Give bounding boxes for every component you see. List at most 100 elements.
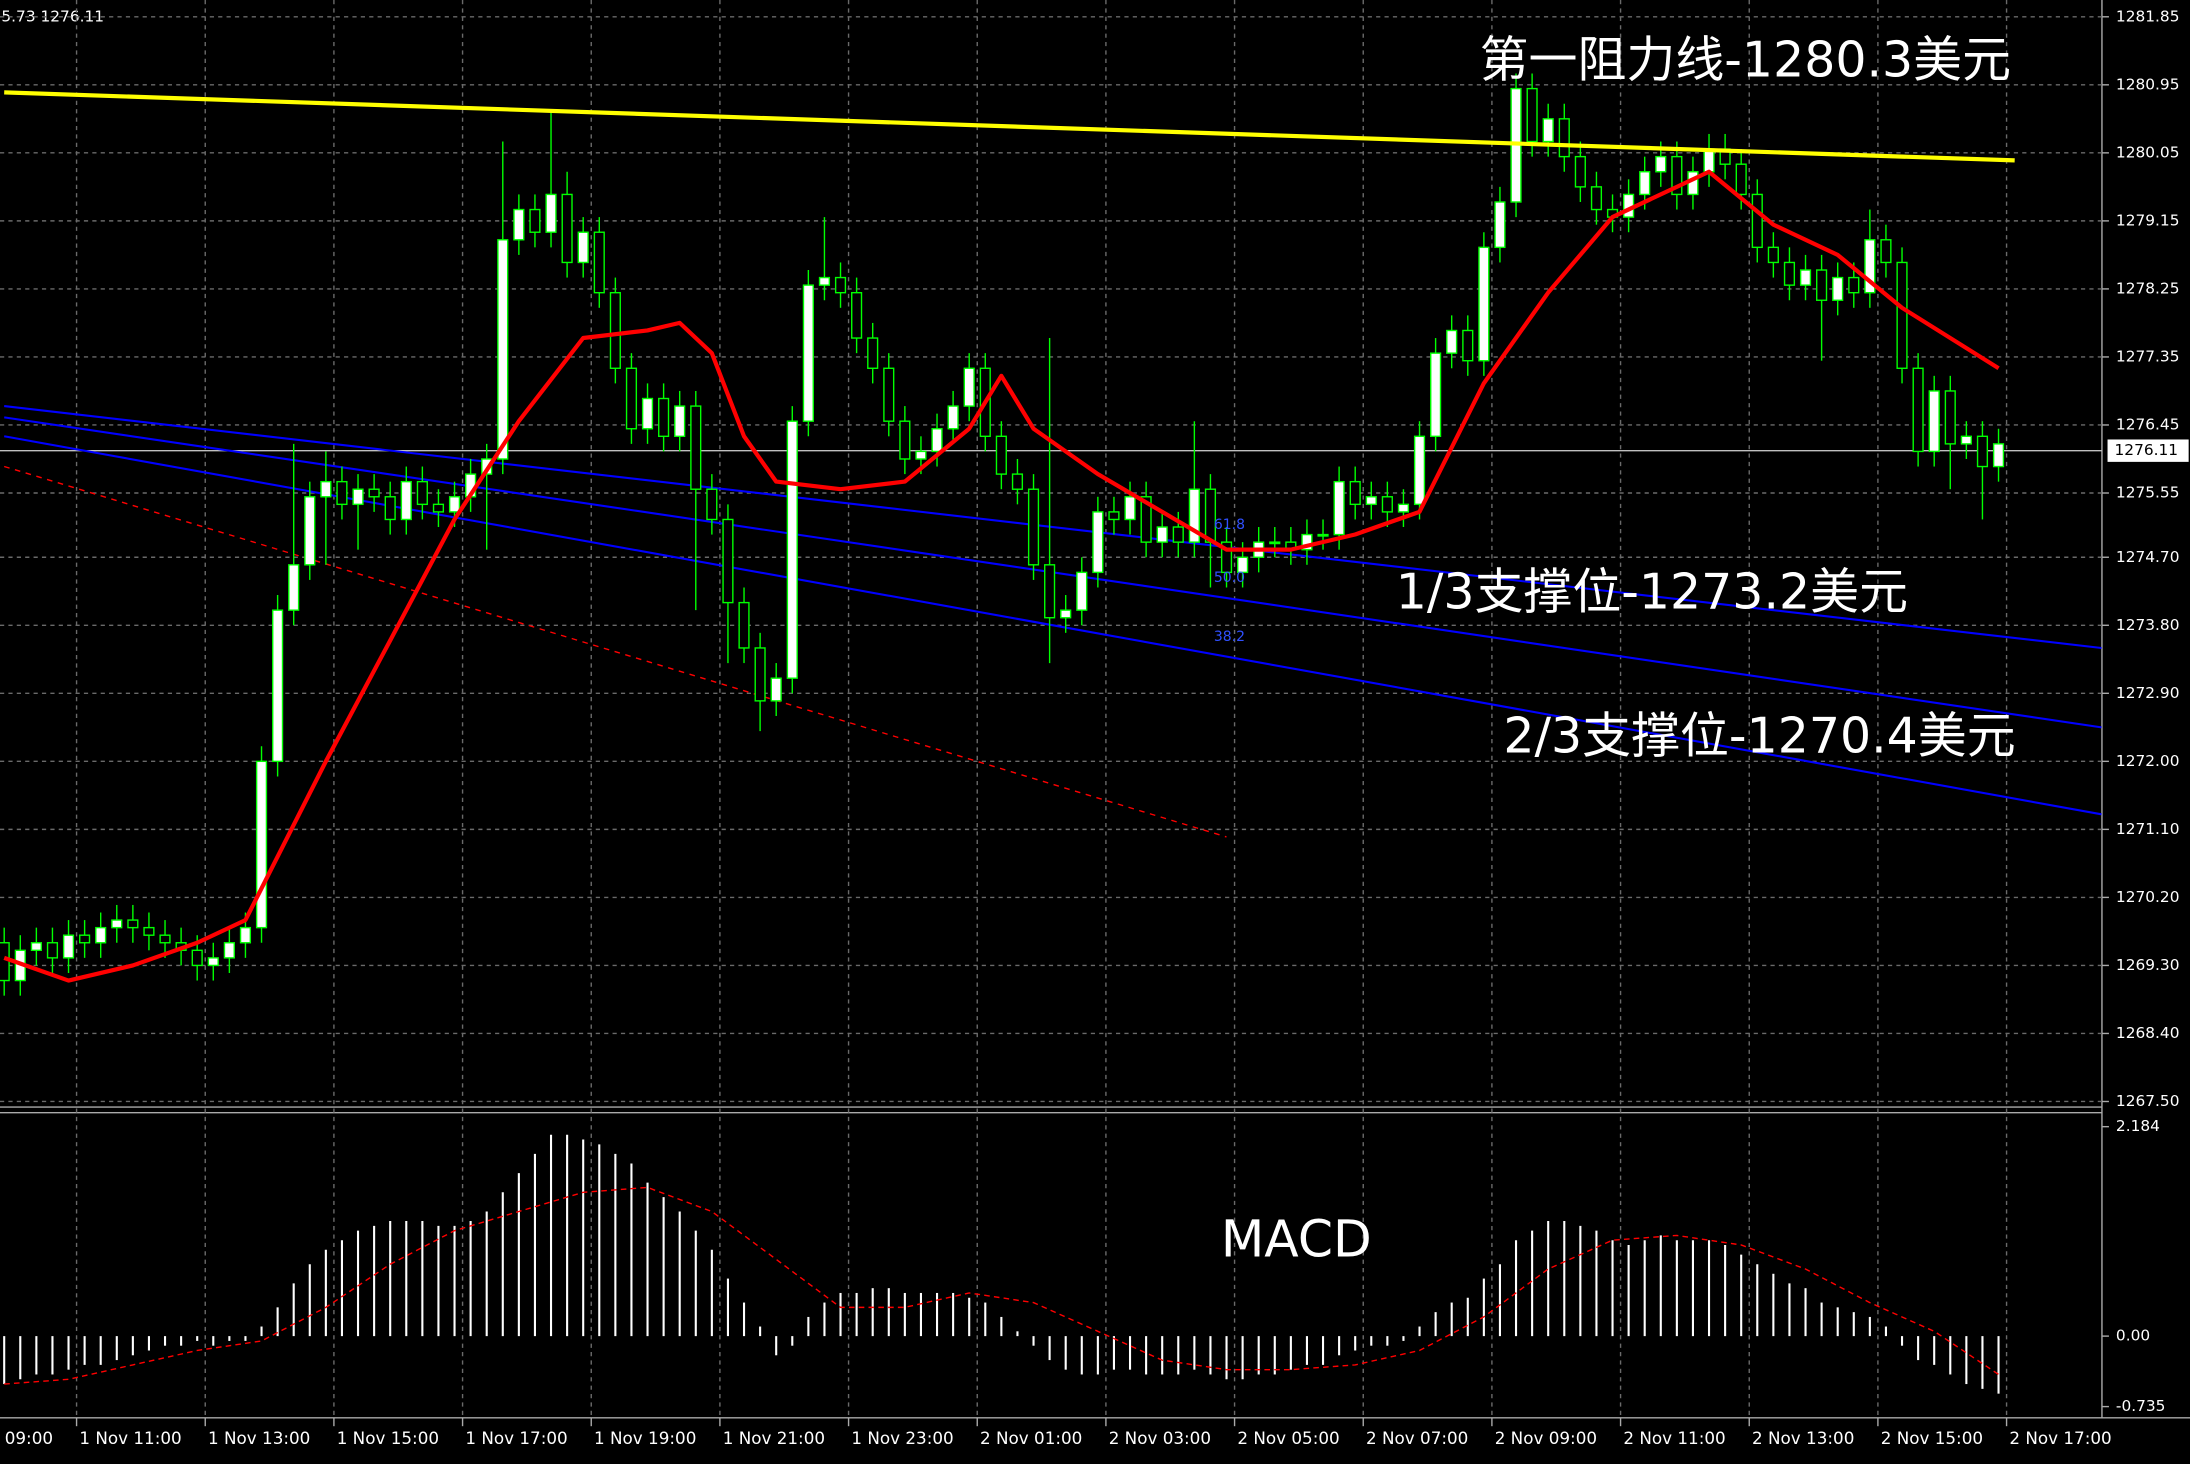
candle-body (1783, 261, 1796, 286)
overlay-line (4, 90, 2015, 163)
candle-body (658, 397, 670, 438)
candle-body (722, 518, 734, 604)
candle-body (255, 760, 268, 929)
candle-body (272, 609, 284, 763)
signal-line (4, 1186, 1999, 1385)
candle-body (1944, 390, 1956, 445)
y-tick-label: 1279.15 (2116, 211, 2180, 229)
candle-body (1301, 533, 1313, 551)
candle-body (1976, 435, 1989, 468)
candle-body (1928, 390, 1940, 453)
y-tick-label: 2.184 (2116, 1117, 2160, 1135)
candle-body (497, 239, 509, 460)
candle-body (352, 488, 364, 506)
candle-body (931, 428, 943, 453)
annotation: 1/3支撑位-1273.2美元 (1396, 563, 1908, 620)
candle-body (706, 488, 718, 521)
candle-body (1140, 496, 1152, 543)
x-tick-label: 2 Nov 13:00 (1752, 1428, 1854, 1448)
candle-body (1526, 87, 1538, 143)
candle-body (690, 405, 702, 490)
x-tick-label: 2 Nov 07:00 (1366, 1428, 1468, 1448)
fib-label: 38.2 (1214, 629, 1245, 645)
candle-body (867, 337, 879, 369)
y-tick-label: 1277.35 (2116, 347, 2180, 365)
indicator-title: MACD (1221, 1209, 1372, 1268)
candle-body (1060, 609, 1072, 619)
candle-body (1027, 488, 1040, 566)
candle-body (577, 231, 589, 264)
candle-body (0, 942, 10, 982)
y-tick-label: 1280.05 (2116, 143, 2180, 161)
candle-body (1188, 488, 1200, 543)
candle-body (593, 231, 605, 294)
candle-body (545, 193, 557, 233)
y-tick-label: 1272.90 (2116, 684, 2180, 702)
candle-body (1832, 276, 1844, 301)
candle-body (770, 677, 782, 702)
candle-body (336, 480, 348, 506)
candle-body (1076, 571, 1088, 611)
candle-body (1542, 118, 1554, 143)
candle-body (1703, 148, 1715, 173)
candle-body (818, 276, 831, 286)
candle-body (30, 942, 42, 952)
fib-label: 50.0 (1214, 570, 1245, 586)
candle-body (95, 926, 107, 944)
candle-body (1639, 171, 1651, 196)
candle-body (448, 496, 461, 513)
candle-body (1204, 488, 1217, 543)
candle-body (641, 397, 654, 430)
candle-body (1478, 246, 1490, 362)
candle-body (62, 934, 75, 959)
y-tick-label: 1273.80 (2116, 616, 2180, 634)
candle-body (159, 934, 171, 944)
candle-body (191, 949, 203, 967)
annotation: 第一阻力线-1280.3美元 (1480, 31, 2011, 88)
x-tick-label: 1 Nov 23:00 (851, 1428, 953, 1448)
overlay-line (3, 169, 2000, 983)
trend-line (3, 465, 1227, 838)
candle-body (1735, 163, 1747, 196)
candle-body (529, 208, 541, 233)
candle-body (368, 488, 380, 498)
candle-body (1333, 480, 1345, 536)
candle-body (1558, 118, 1570, 158)
candle-body (111, 919, 123, 929)
candle-body (513, 208, 525, 241)
candle-body (1172, 526, 1184, 543)
candle-body (883, 367, 895, 422)
candle-body (1848, 276, 1860, 294)
candle-body (384, 496, 396, 521)
candle-body (834, 276, 847, 294)
x-tick-label: 2 Nov 01:00 (980, 1428, 1082, 1448)
candle-body (738, 601, 750, 649)
x-tick-label: 2 Nov 11:00 (1623, 1428, 1725, 1448)
candle-body (915, 450, 927, 460)
candle-body (1446, 329, 1458, 354)
candle-body (46, 942, 59, 959)
candle-body (1462, 329, 1474, 362)
candle-body (1317, 533, 1329, 537)
candle-body (79, 934, 91, 944)
candle-body (1896, 261, 1908, 369)
candle-body (995, 435, 1007, 475)
fib-label: 61.8 (1214, 517, 1245, 533)
last-price-label: 1276.11 (2115, 441, 2179, 459)
candle-body (223, 942, 235, 959)
candle-body (1430, 352, 1442, 438)
candle-body (609, 291, 621, 369)
candle-body (432, 503, 445, 513)
candle-body (304, 496, 316, 566)
candle-body (288, 564, 300, 611)
candle-body (561, 193, 573, 264)
y-tick-label: 1275.55 (2116, 483, 2180, 501)
x-tick-label: 2 Nov 15:00 (1881, 1428, 1983, 1448)
candle-body (1751, 193, 1763, 249)
candle-body (1655, 155, 1667, 173)
x-tick-label: 2 Nov 05:00 (1237, 1428, 1339, 1448)
candle-body (899, 420, 911, 460)
candle-body (1092, 511, 1104, 574)
